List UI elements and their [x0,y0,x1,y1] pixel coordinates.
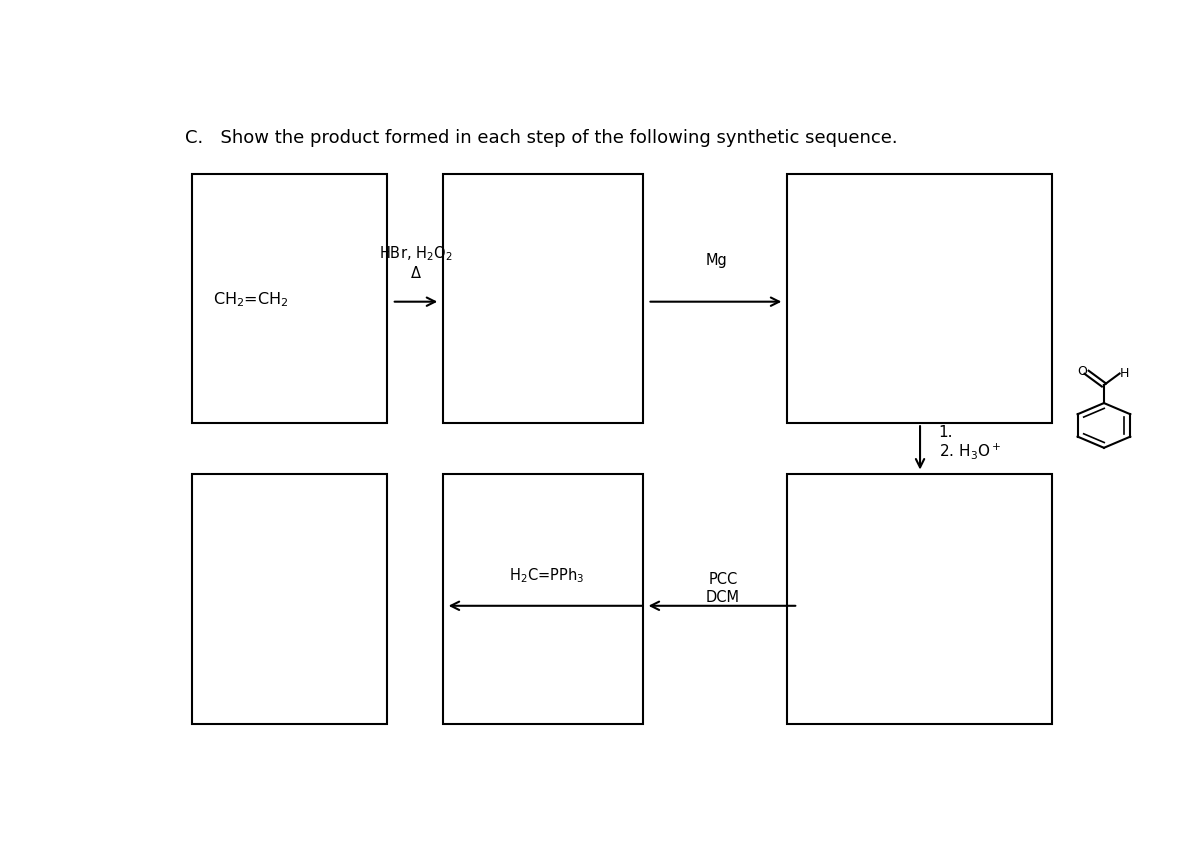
Bar [787,475,1052,724]
Text: H: H [1120,366,1129,379]
Bar [192,475,388,724]
Text: C.   Show the product formed in each step of the following synthetic sequence.: C. Show the product formed in each step … [185,129,898,147]
Text: 2. H$_3$O$^+$: 2. H$_3$O$^+$ [938,440,1001,461]
Text: CH$_2$=CH$_2$: CH$_2$=CH$_2$ [212,290,288,308]
Text: O: O [1078,365,1087,377]
Text: 1.: 1. [938,425,953,440]
Text: PCC: PCC [708,572,738,586]
Text: DCM: DCM [706,590,740,605]
Text: HBr, H$_2$O$_2$: HBr, H$_2$O$_2$ [379,245,452,263]
Bar [443,175,643,423]
Text: Mg: Mg [706,252,727,268]
Text: H$_2$C=PPh$_3$: H$_2$C=PPh$_3$ [509,566,584,584]
Bar [192,175,388,423]
Bar [443,475,643,724]
Bar [787,175,1052,423]
Text: Δ: Δ [410,266,421,280]
